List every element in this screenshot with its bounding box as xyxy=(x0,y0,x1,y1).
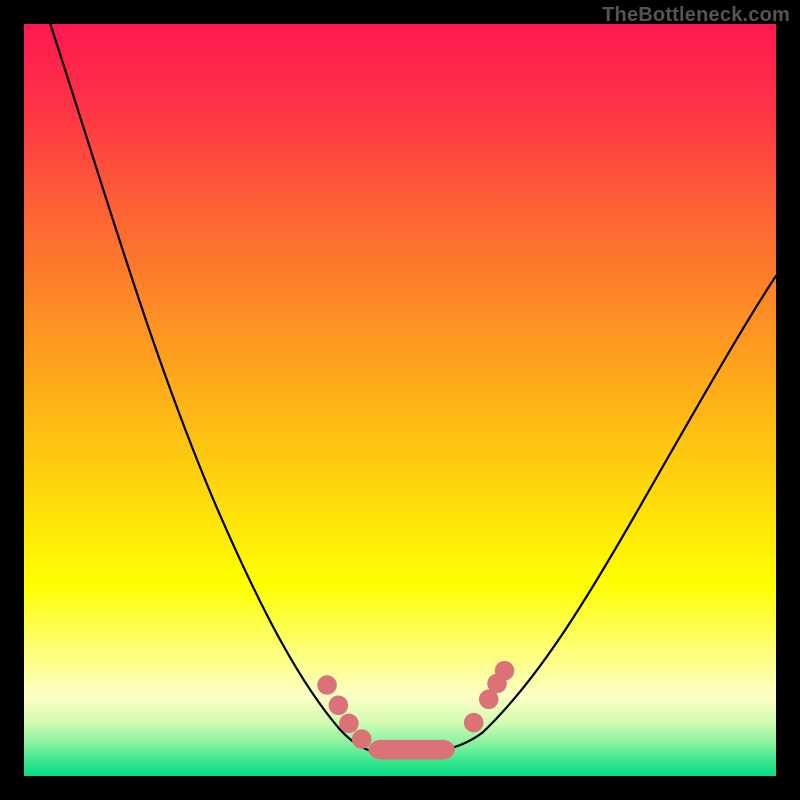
watermark-label: TheBottleneck.com xyxy=(602,4,790,27)
chart-border xyxy=(0,0,800,800)
